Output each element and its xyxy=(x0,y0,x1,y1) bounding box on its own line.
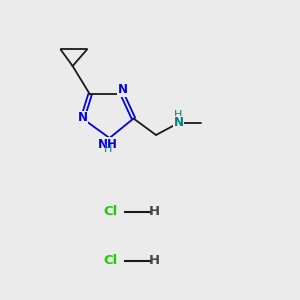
Text: Cl: Cl xyxy=(104,205,118,218)
Text: H: H xyxy=(104,144,112,154)
Text: H: H xyxy=(149,254,160,268)
Text: H: H xyxy=(174,110,183,121)
Text: N: N xyxy=(117,83,128,96)
Text: H: H xyxy=(149,205,160,218)
Text: NH: NH xyxy=(98,137,118,151)
Text: Cl: Cl xyxy=(104,254,118,268)
Text: N: N xyxy=(173,116,184,130)
Text: N: N xyxy=(77,111,88,124)
